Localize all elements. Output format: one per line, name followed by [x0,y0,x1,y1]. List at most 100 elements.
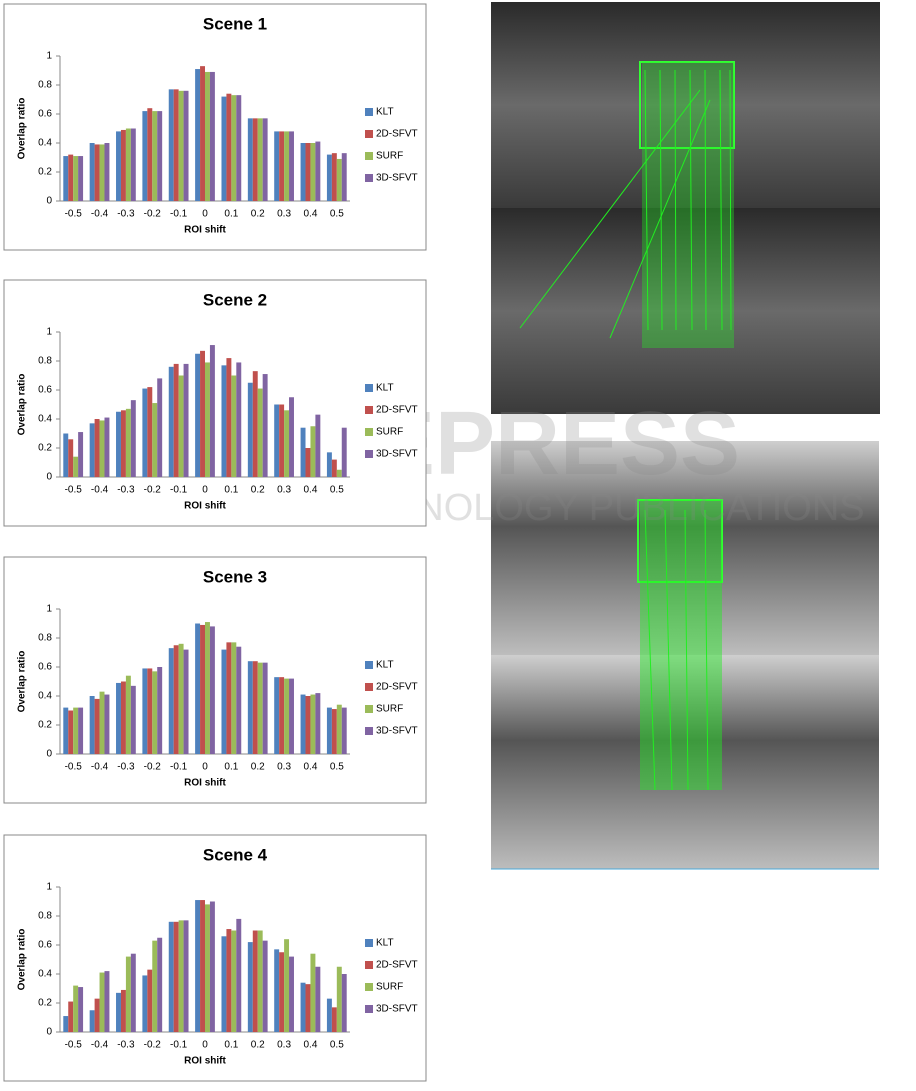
bar [178,90,184,201]
bar [336,158,342,201]
y-tick-label: 0.6 [38,109,52,120]
bar [315,966,321,1032]
legend-label: 2D-SFVT [376,682,418,693]
legend-swatch [365,961,373,969]
legend-swatch [365,939,373,947]
x-axis-label: ROI shift [184,501,226,512]
x-tick-label: 0.2 [251,209,265,220]
bar [195,623,201,754]
bar [205,622,210,754]
x-tick-label: 0.2 [251,762,265,773]
bar [125,675,131,754]
bar [157,937,163,1032]
legend-label: SURF [376,704,403,715]
y-tick-label: 0.8 [38,356,52,367]
chart-title: Scene 1 [203,14,267,33]
x-tick-label: 0.1 [224,762,238,773]
legend-label: SURF [376,427,403,438]
bar [63,156,69,201]
x-tick-label: -0.2 [144,209,162,220]
x-tick-label: -0.5 [65,485,83,496]
chart-title: Scene 4 [203,845,268,864]
x-tick-label: -0.1 [170,209,188,220]
bar [173,645,179,754]
legend-swatch [365,384,373,392]
bar [300,427,306,477]
bar [68,710,74,754]
bar [274,949,280,1032]
bar [152,671,158,754]
bar [331,709,337,754]
x-tick-label: 0.5 [330,209,344,220]
bar [142,975,148,1032]
bar [94,144,100,201]
bar [262,940,268,1032]
bar [209,626,215,754]
bar [274,404,280,477]
y-axis-label: Overlap ratio [17,98,28,160]
y-tick-label: 0 [46,196,52,207]
bar [116,682,121,754]
bar [104,417,110,477]
y-tick-label: 0 [46,749,52,760]
bar [147,387,153,477]
bar [284,678,290,754]
bar [157,111,163,201]
bar [221,936,227,1032]
bar [300,694,306,754]
y-tick-label: 1 [46,882,52,893]
y-tick-label: 0.6 [38,385,52,396]
bar [68,1001,74,1032]
bar [178,920,184,1032]
bar [200,624,205,754]
legend-swatch [365,152,373,160]
bar [157,378,163,477]
bar [99,144,105,201]
x-tick-label: -0.5 [65,209,83,220]
legend-label: 2D-SFVT [376,960,418,971]
bar [152,940,158,1032]
bar [116,131,121,201]
bar [310,953,316,1032]
x-tick-label: 0 [202,1040,208,1051]
x-tick-label: 0.4 [304,762,318,773]
bar [152,111,158,201]
bar [305,696,311,754]
bar [310,694,316,754]
bar [300,982,306,1032]
y-axis-label: Overlap ratio [17,929,28,991]
bar [178,643,184,754]
bar [336,966,342,1032]
bar [147,668,153,754]
bar [326,452,332,477]
bar [341,974,347,1032]
bar [289,397,294,477]
bar [147,108,153,201]
x-tick-label: 0.4 [304,485,318,496]
bar [221,96,227,201]
bar [231,930,237,1032]
bar [73,456,79,477]
bar [289,131,294,201]
x-tick-label: 0.2 [251,1040,265,1051]
bar [125,408,131,477]
bar [252,930,258,1032]
y-tick-label: 1 [46,51,52,62]
bar [183,363,189,477]
bar [257,118,263,201]
bar [200,350,205,477]
chart: Scene 1 0 0.2 0.4 0.6 0.8 1 -0.5 -0.4 -0.3 -0.2 -0.… [3,3,427,251]
bar [221,365,227,477]
bar [94,998,100,1032]
y-tick-label: 0.4 [38,138,52,149]
bar [305,448,311,477]
bar [104,694,110,754]
bar [152,403,158,477]
bar [116,411,121,477]
y-tick-label: 0 [46,472,52,483]
x-tick-label: -0.2 [144,762,162,773]
bar [63,707,69,754]
x-tick-label: -0.4 [91,762,109,773]
